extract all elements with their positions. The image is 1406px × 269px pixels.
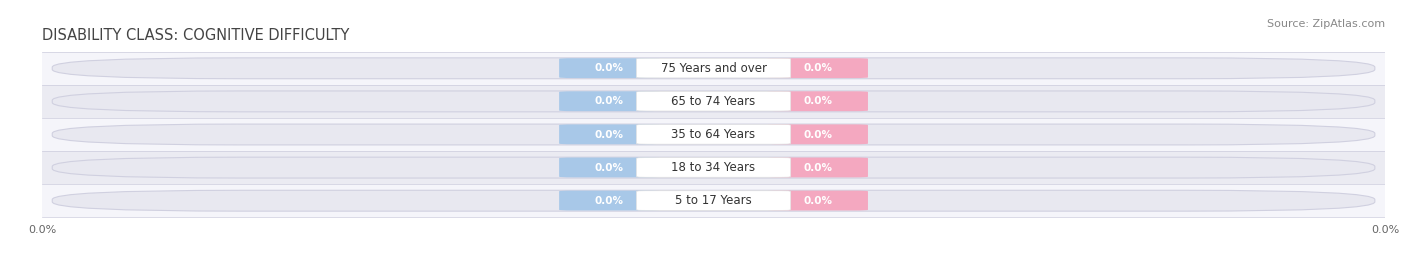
Bar (42, 151, 1385, 184)
Text: 75 Years and over: 75 Years and over (661, 62, 766, 75)
FancyBboxPatch shape (52, 157, 1375, 178)
Text: 35 to 64 Years: 35 to 64 Years (672, 128, 755, 141)
Text: DISABILITY CLASS: COGNITIVE DIFFICULTY: DISABILITY CLASS: COGNITIVE DIFFICULTY (42, 29, 350, 44)
FancyBboxPatch shape (637, 125, 790, 144)
FancyBboxPatch shape (768, 158, 868, 177)
FancyBboxPatch shape (768, 91, 868, 111)
FancyBboxPatch shape (768, 58, 868, 78)
FancyBboxPatch shape (637, 158, 790, 177)
FancyBboxPatch shape (52, 91, 1375, 112)
Text: 0.0%: 0.0% (595, 96, 624, 107)
FancyBboxPatch shape (560, 191, 659, 210)
Text: 65 to 74 Years: 65 to 74 Years (672, 95, 755, 108)
FancyBboxPatch shape (768, 191, 868, 210)
Text: Source: ZipAtlas.com: Source: ZipAtlas.com (1267, 19, 1385, 29)
FancyBboxPatch shape (560, 124, 659, 144)
Text: 5 to 17 Years: 5 to 17 Years (675, 194, 752, 207)
Text: 18 to 34 Years: 18 to 34 Years (672, 161, 755, 174)
FancyBboxPatch shape (560, 58, 659, 78)
FancyBboxPatch shape (52, 124, 1375, 145)
Text: 0.0%: 0.0% (595, 129, 624, 140)
FancyBboxPatch shape (560, 91, 659, 111)
Text: 0.0%: 0.0% (595, 196, 624, 206)
Text: 0.0%: 0.0% (803, 162, 832, 173)
Text: 0.0%: 0.0% (803, 96, 832, 107)
FancyBboxPatch shape (52, 190, 1375, 211)
Text: 0.0%: 0.0% (803, 196, 832, 206)
FancyBboxPatch shape (768, 124, 868, 144)
FancyBboxPatch shape (52, 58, 1375, 79)
Bar (42, 184, 1385, 217)
Text: 0.0%: 0.0% (803, 63, 832, 73)
Text: 0.0%: 0.0% (595, 162, 624, 173)
Bar (42, 85, 1385, 118)
Text: 0.0%: 0.0% (803, 129, 832, 140)
Text: 0.0%: 0.0% (595, 63, 624, 73)
FancyBboxPatch shape (637, 91, 790, 111)
Bar (42, 52, 1385, 85)
Bar (42, 118, 1385, 151)
FancyBboxPatch shape (560, 158, 659, 177)
FancyBboxPatch shape (637, 58, 790, 78)
FancyBboxPatch shape (637, 191, 790, 210)
